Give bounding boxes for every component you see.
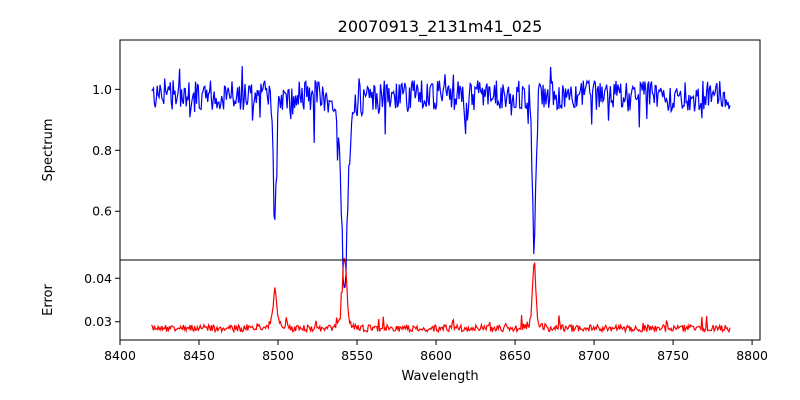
error-x-ticks: 8400 8450 8500 8550 8600 8650 8700 8750 8800	[104, 340, 768, 363]
x-tick-label: 8600	[420, 348, 452, 363]
chart-title: 20070913_2131m41_025	[338, 17, 543, 37]
spectrum-y-label: Spectrum	[41, 119, 56, 182]
x-axis-label: Wavelength	[401, 369, 478, 384]
x-tick-label: 8800	[736, 348, 768, 363]
error-y-label: Error	[41, 284, 56, 316]
spectrum-y-tick-label: 1.0	[92, 82, 112, 97]
x-tick-label: 8550	[341, 348, 373, 363]
spectrum-series-line	[151, 66, 731, 288]
error-series-line	[151, 257, 731, 334]
error-y-tick-label: 0.03	[84, 314, 112, 329]
error-panel: 0.03 0.04 8400 8450 8500 8550 8600 8650 8700 875…	[41, 257, 768, 384]
x-tick-label: 8400	[104, 348, 136, 363]
x-tick-label: 8450	[183, 348, 215, 363]
x-tick-label: 8500	[262, 348, 294, 363]
error-y-ticks: 0.03 0.04	[84, 271, 120, 329]
spectrum-y-tick-label: 0.6	[92, 204, 112, 219]
spectrum-axes-frame	[119, 39, 761, 261]
spectrum-y-tick-label: 0.8	[92, 143, 112, 158]
x-tick-label: 8750	[657, 348, 689, 363]
spectrum-panel: 0.6 0.8 1.0 Spectrum	[41, 39, 761, 288]
spectrum-y-ticks: 0.6 0.8 1.0	[92, 82, 120, 219]
error-axes-frame	[119, 259, 761, 341]
error-y-tick-label: 0.04	[84, 271, 112, 286]
x-tick-label: 8700	[578, 348, 610, 363]
x-tick-label: 8650	[499, 348, 531, 363]
